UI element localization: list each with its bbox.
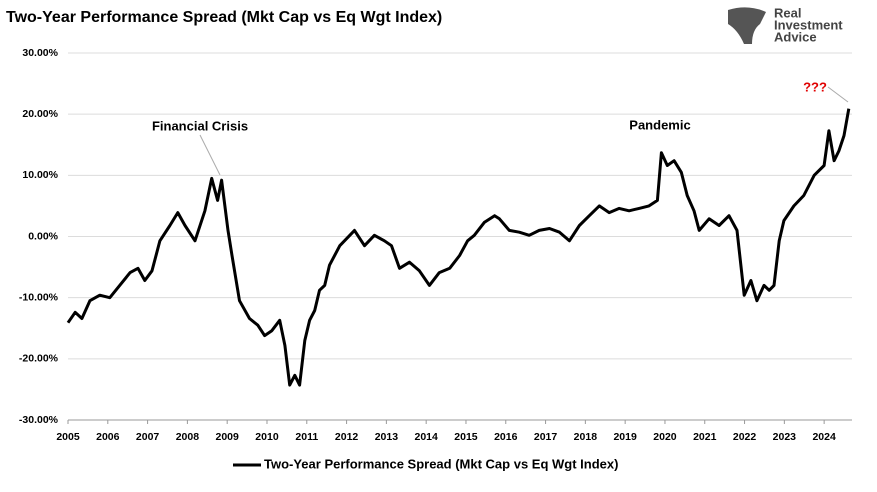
- x-tick-label: 2011: [295, 431, 318, 443]
- y-tick-label: -10.00%: [19, 291, 59, 303]
- logo-text: Advice: [774, 29, 817, 44]
- x-tick-label: 2022: [733, 431, 757, 443]
- x-tick-label: 2024: [812, 431, 836, 443]
- data-line: [66, 108, 851, 387]
- x-tick-label: 2017: [534, 431, 558, 443]
- x-tick-label: 2013: [375, 431, 399, 443]
- logo-text: Investment: [774, 17, 843, 32]
- x-tick-label: 2015: [454, 431, 478, 443]
- legend-label: Two-Year Performance Spread (Mkt Cap vs …: [264, 456, 618, 471]
- x-tick-label: 2023: [773, 431, 797, 443]
- y-tick-label: 0.00%: [28, 230, 58, 242]
- x-tick-label: 2008: [176, 431, 200, 443]
- x-tick-label: 2014: [414, 431, 438, 443]
- x-tick-label: 2007: [136, 431, 160, 443]
- annotation: Financial Crisis: [152, 118, 248, 133]
- y-tick-label: 20.00%: [22, 108, 58, 120]
- x-tick-label: 2020: [653, 431, 677, 443]
- x-tick-label: 2012: [335, 431, 359, 443]
- chart-title: Two-Year Performance Spread (Mkt Cap vs …: [6, 9, 442, 26]
- x-tick-label: 2021: [693, 431, 717, 443]
- x-tick-label: 2009: [216, 431, 240, 443]
- logo-text: Real: [774, 5, 801, 20]
- x-tick-label: 2010: [255, 431, 279, 443]
- y-tick-label: -30.00%: [19, 414, 59, 426]
- x-tick-label: 2019: [613, 431, 637, 443]
- y-tick-label: 10.00%: [22, 169, 58, 181]
- logo: Real Investment Advice: [728, 5, 843, 44]
- leader-line: [827, 86, 849, 103]
- x-tick-label: 2018: [574, 431, 598, 443]
- x-tick-label: 2005: [56, 431, 80, 443]
- y-tick-label: 30.00%: [22, 47, 58, 59]
- x-tick-label: 2016: [494, 431, 518, 443]
- logo-icon: [728, 7, 766, 44]
- annotation: ???: [803, 79, 827, 94]
- leader-line: [199, 134, 221, 176]
- annotation: Pandemic: [629, 117, 690, 132]
- x-tick-label: 2006: [96, 431, 120, 443]
- y-tick-label: -20.00%: [19, 353, 59, 365]
